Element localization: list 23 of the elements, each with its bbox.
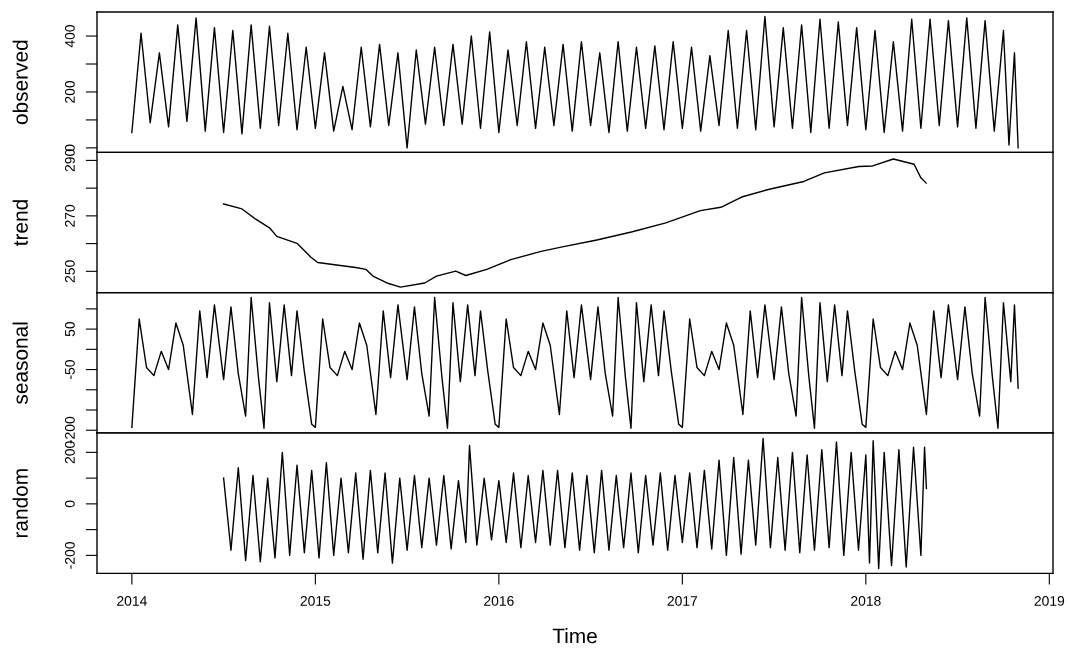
x-tick-label: 2017 [667, 595, 698, 606]
x-axis-title: Time [552, 628, 597, 644]
y-tick-label: -50 [64, 360, 75, 379]
x-tick-label: 2016 [484, 595, 514, 606]
line-series [222, 437, 928, 570]
line-series [222, 158, 927, 288]
y-axis-title: observed [12, 40, 28, 125]
x-tick-label: 2015 [300, 595, 331, 606]
y-tick-label: 0 [64, 500, 75, 508]
y-axis-title: trend [12, 200, 28, 246]
y-tick-label: 250 [64, 260, 75, 283]
y-tick-label: 50 [64, 321, 75, 337]
y-axis-title: seasonal [12, 322, 28, 404]
line-series [131, 15, 1019, 149]
y-tick-label: 200 [64, 80, 75, 103]
y-axis-title: random [12, 469, 28, 538]
line-series [131, 296, 1019, 429]
x-tick-label: 2014 [117, 595, 147, 606]
y-tick-label: -200 [64, 542, 75, 569]
x-tick-label: 2019 [1034, 595, 1065, 606]
x-tick-label: 2018 [851, 595, 881, 606]
y-tick-label: 270 [64, 204, 75, 227]
y-tick-label: 400 [64, 25, 75, 48]
